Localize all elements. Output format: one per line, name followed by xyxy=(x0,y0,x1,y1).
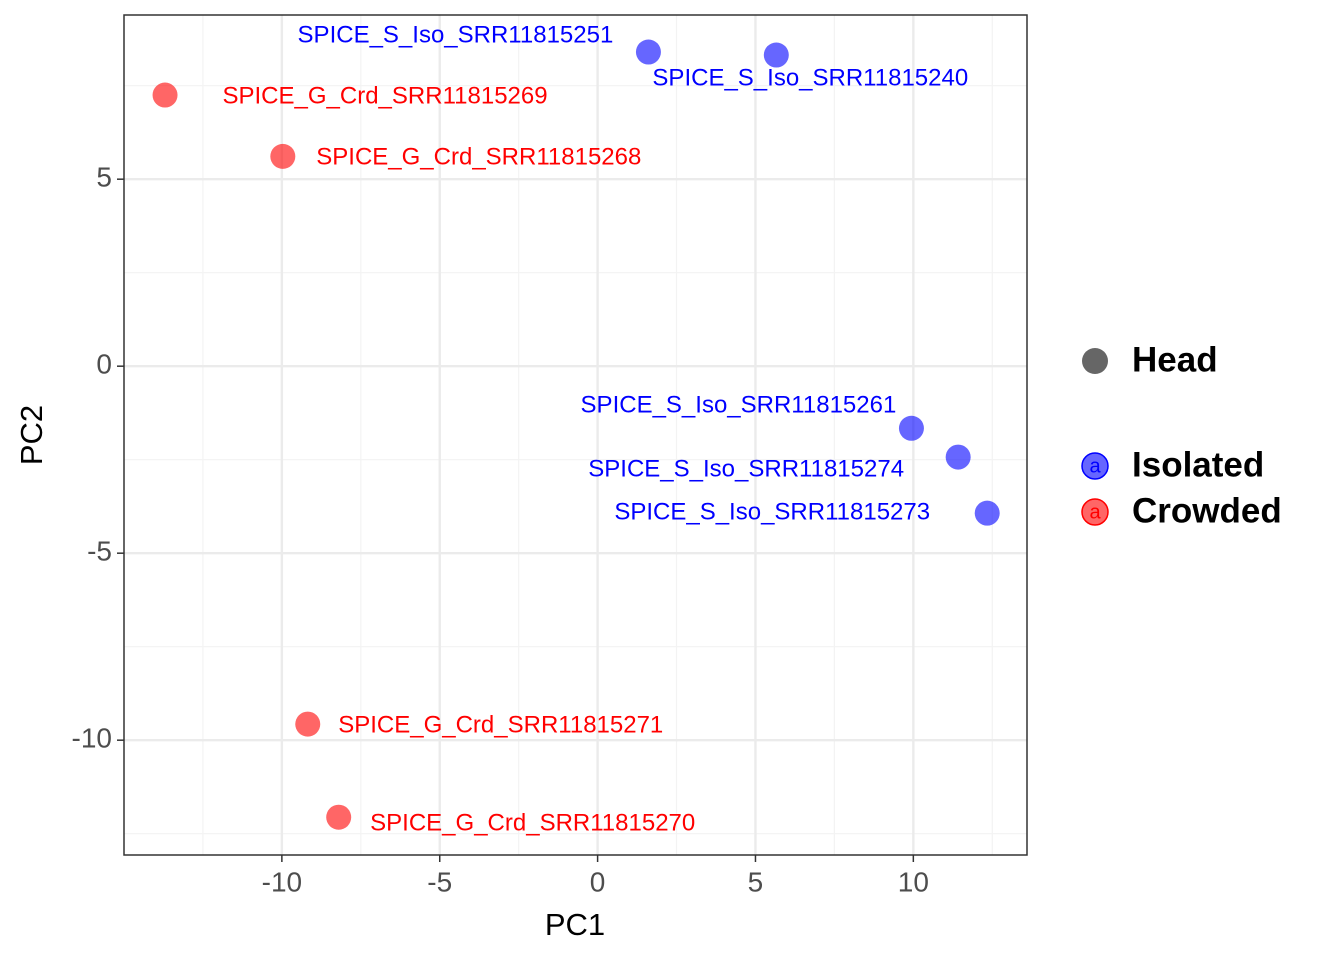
point-label: SPICE_G_Crd_SRR11815271 xyxy=(338,711,663,738)
y-tick-label: -5 xyxy=(87,536,112,567)
x-tick-label: 5 xyxy=(748,866,764,897)
point xyxy=(295,711,321,737)
legend-key xyxy=(1081,498,1109,526)
x-tick-label: -10 xyxy=(262,866,302,897)
y-tick-label: -10 xyxy=(72,723,112,754)
point xyxy=(974,500,1000,526)
x-axis-title: PC1 xyxy=(545,907,605,942)
point-label: SPICE_S_Iso_SRR11815240 xyxy=(652,64,968,91)
point-label: SPICE_S_Iso_SRR11815261 xyxy=(581,392,897,419)
point xyxy=(270,143,296,169)
point xyxy=(326,804,352,830)
y-tick-label: 0 xyxy=(96,349,112,380)
point xyxy=(945,444,971,470)
point xyxy=(763,42,789,68)
point-label: SPICE_S_Iso_SRR11815251 xyxy=(298,21,614,48)
point xyxy=(898,415,924,441)
x-tick-label: -5 xyxy=(427,866,452,897)
legend-label: Crowded xyxy=(1132,491,1282,530)
y-axis-title: PC2 xyxy=(14,405,49,465)
legend-shape-key xyxy=(1082,348,1108,374)
plot-border xyxy=(123,14,1028,856)
x-tick-label: 0 xyxy=(590,866,606,897)
x-tick-label: 10 xyxy=(898,866,929,897)
point-label: SPICE_G_Crd_SRR11815269 xyxy=(223,82,548,109)
point xyxy=(635,39,661,65)
legend-label: Isolated xyxy=(1132,445,1264,484)
legend-label: Head xyxy=(1132,340,1218,379)
point-label: SPICE_G_Crd_SRR11815268 xyxy=(316,144,641,171)
point-label: SPICE_S_Iso_SRR11815274 xyxy=(588,455,904,482)
point-label: SPICE_S_Iso_SRR11815273 xyxy=(614,499,930,526)
point xyxy=(152,82,178,108)
legend-key-glyph: a xyxy=(1089,501,1101,523)
legend-key xyxy=(1081,452,1109,480)
y-tick-label: 5 xyxy=(96,162,112,193)
point-label: SPICE_G_Crd_SRR11815270 xyxy=(370,810,695,837)
legend-key-glyph: a xyxy=(1089,455,1101,477)
